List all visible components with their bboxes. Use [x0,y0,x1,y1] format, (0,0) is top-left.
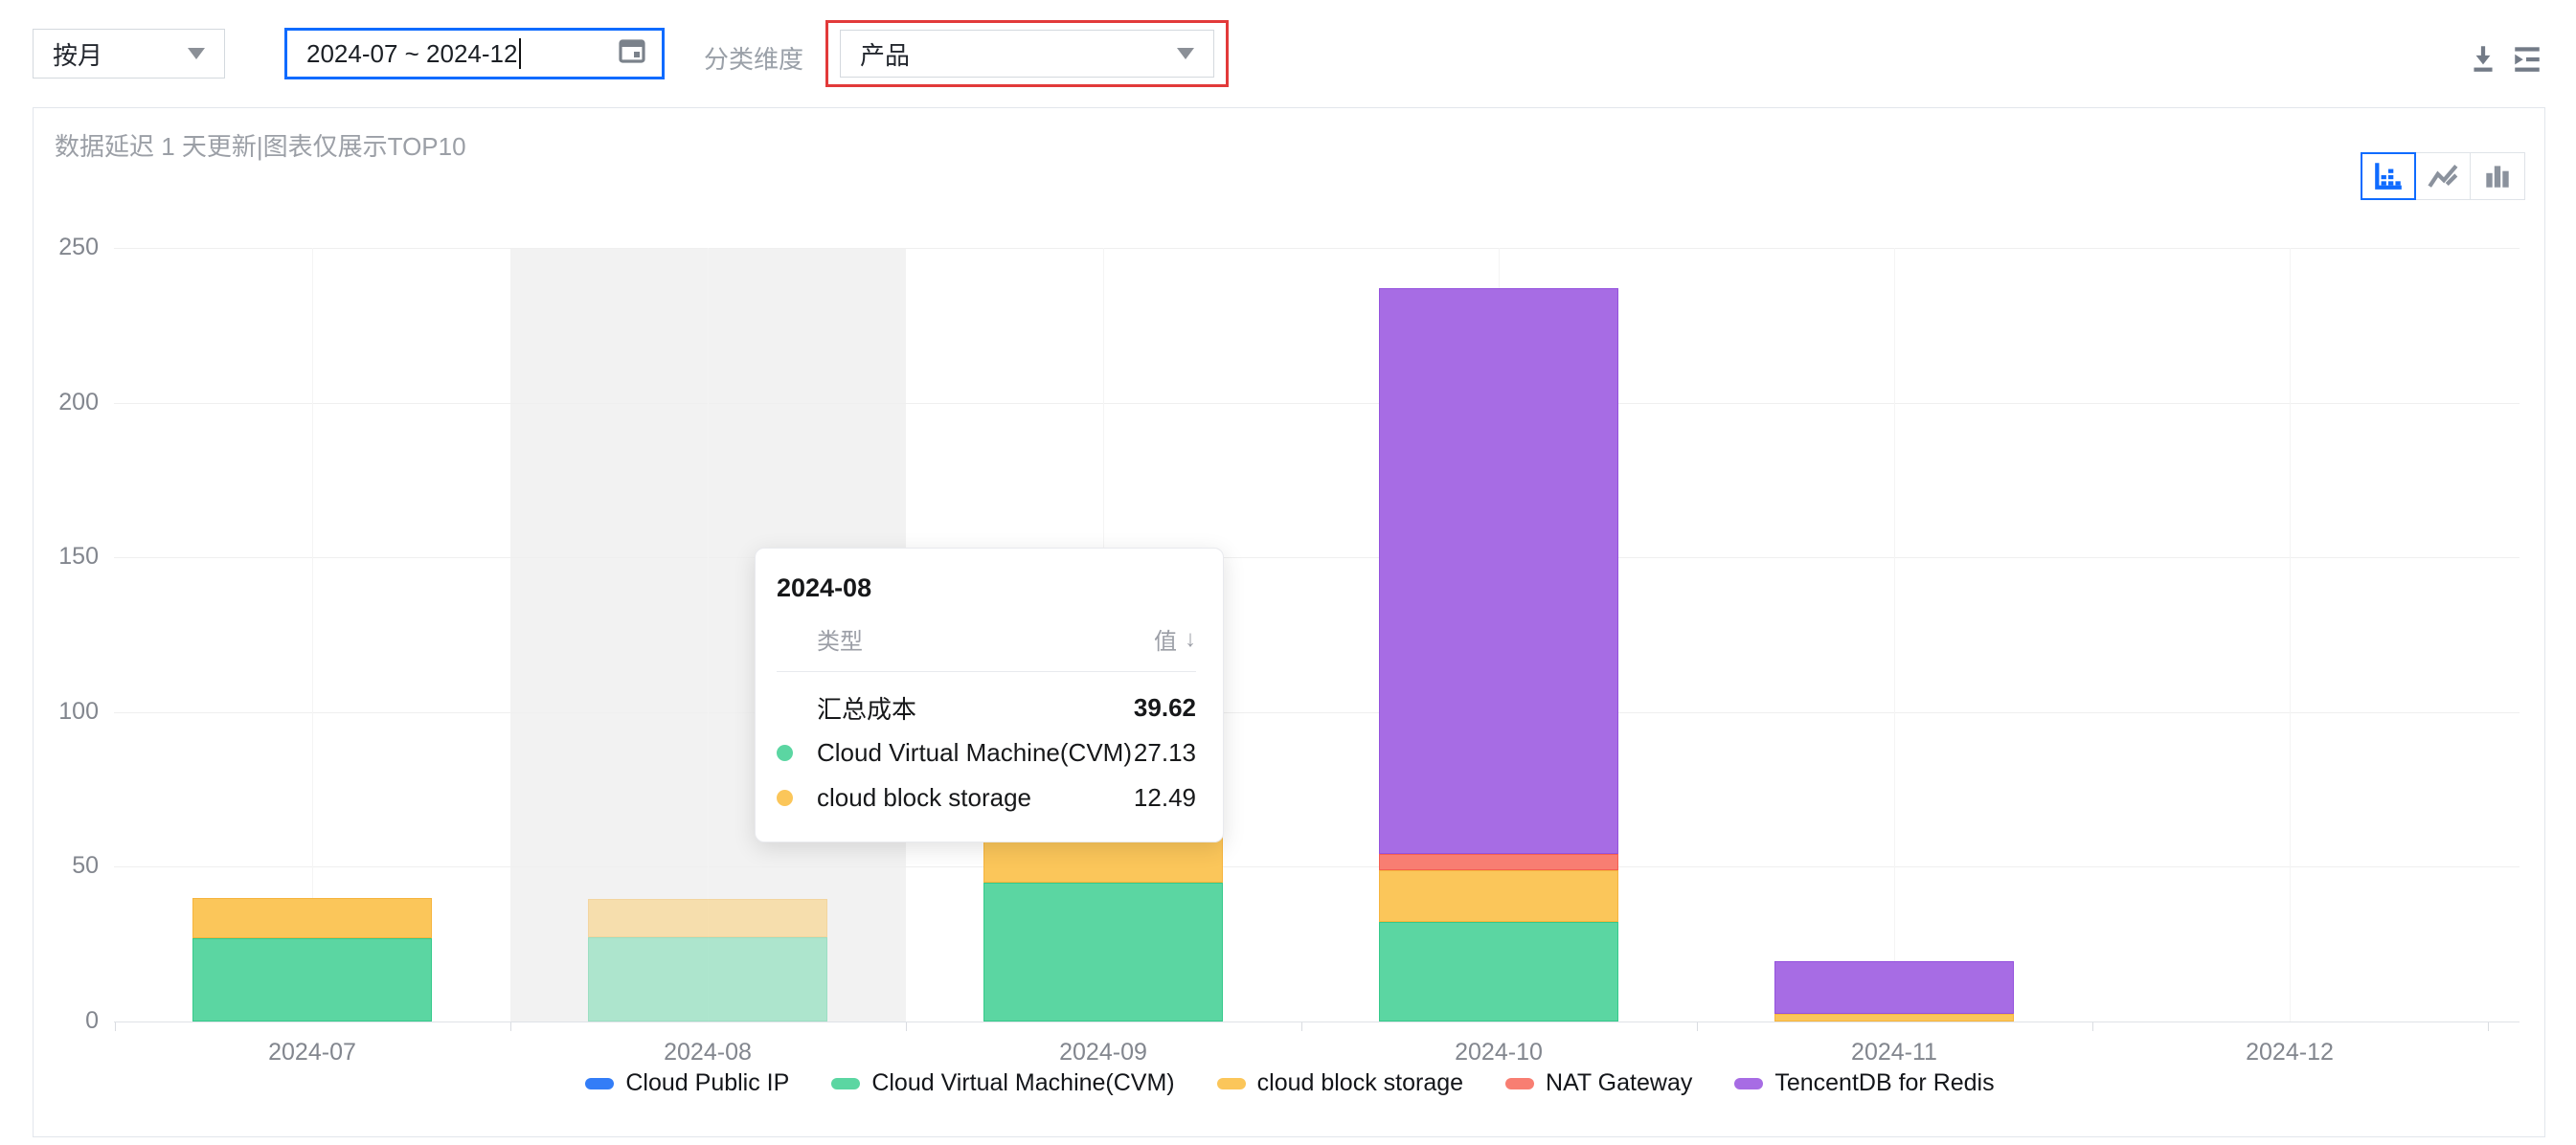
legend-swatch [1505,1077,1535,1089]
dimension-select[interactable]: 产品 [840,30,1214,78]
bar-segment[interactable] [1379,287,1618,854]
tooltip-row: 汇总成本 39.62 [777,685,1196,730]
y-gridline [114,711,2520,713]
dimension-select-value: 产品 [860,40,911,70]
legend-item[interactable]: Cloud Virtual Machine(CVM) [831,1069,1175,1097]
x-axis-label: 2024-09 [1059,1039,1147,1066]
plot-area: 0 50 100 150 200 250 2024-07 2024-08 2024-09 2024… [34,108,2546,1138]
tooltip-type-column-header: 类型 [817,629,863,655]
y-axis-label: 100 [58,697,99,725]
calendar-icon[interactable] [618,36,646,72]
tooltip-row-value: 39.62 [1133,693,1196,722]
y-gridline [114,557,2520,559]
granularity-select[interactable]: 按月 [33,29,225,79]
x-axis-tick [114,1022,116,1031]
legend-item[interactable]: Cloud Public IP [585,1069,789,1097]
chart-type-switch [2361,152,2525,200]
x-gridline [2290,248,2291,1022]
tooltip-row: cloud block storage 12.49 [777,775,1196,820]
chart-tooltip: 2024-08 类型 值 ↓ 汇总成本 39.62 Cloud Virtual Ma… [755,548,1224,842]
x-axis-label: 2024-10 [1455,1039,1543,1066]
x-axis-tick [509,1022,511,1031]
date-range-input[interactable]: 2024-07 ~ 2024-12 [284,28,665,79]
tooltip-row: Cloud Virtual Machine(CVM) 27.13 [777,730,1196,775]
tooltip-divider [777,671,1196,672]
legend-swatch [1734,1077,1764,1089]
chart-panel: 数据延迟 1 天更新|图表仅展示TOP10 [33,107,2545,1137]
legend-item[interactable]: cloud block storage [1216,1069,1464,1097]
tooltip-title: 2024-08 [777,573,872,602]
collapse-panel-icon[interactable] [2511,42,2543,75]
tooltip-row-label: cloud block storage [817,783,1032,812]
legend-swatch [831,1077,861,1089]
x-gridline [312,248,313,1022]
chevron-down-icon [1177,48,1194,59]
chart-legend: Cloud Public IP Cloud Virtual Machine(CVM… [34,1069,2546,1097]
x-axis-label: 2024-11 [1851,1039,1937,1066]
bar-segment[interactable] [1379,921,1618,1022]
bar-segment[interactable] [1379,869,1618,922]
bar-segment[interactable] [588,898,827,938]
bar-segment[interactable] [983,882,1223,1022]
x-axis-tick [1696,1022,1698,1031]
tooltip-row-value: 27.13 [1133,738,1196,767]
download-icon[interactable] [2467,42,2499,75]
tooltip-header: 类型 值 ↓ [777,622,1196,656]
legend-label: Cloud Public IP [625,1069,790,1096]
legend-swatch [1216,1077,1246,1089]
tooltip-row-label: 汇总成本 [817,695,917,724]
x-axis-label: 2024-07 [268,1039,356,1066]
x-axis-tick [2487,1022,2489,1031]
x-gridline [1894,248,1895,1022]
toolbar: 按月 2024-07 ~ 2024-12 分类维度 产品 [0,0,2576,107]
bar-segment[interactable] [588,937,827,1022]
date-range-value: 2024-07 ~ 2024-12 [306,38,518,68]
sort-descending-icon: ↓ [1185,625,1196,652]
legend-item[interactable]: NAT Gateway [1505,1069,1692,1097]
chevron-down-icon [188,48,205,59]
granularity-select-value: 按月 [53,40,103,70]
legend-label: Cloud Virtual Machine(CVM) [871,1069,1175,1096]
legend-swatch [585,1077,615,1089]
y-axis-label: 200 [58,388,99,415]
tooltip-row-label: Cloud Virtual Machine(CVM) [817,738,1132,767]
x-axis-label: 2024-12 [2246,1039,2334,1066]
tooltip-row-value: 12.49 [1133,783,1196,812]
bar-segment[interactable] [1774,960,2014,1014]
x-axis-tick [905,1022,907,1031]
dimension-label: 分类维度 [704,45,804,74]
bar-segment[interactable] [1774,1013,2014,1022]
x-axis-label: 2024-08 [664,1039,752,1066]
column-chart-button[interactable] [2470,152,2525,200]
x-gridline [708,248,709,1022]
y-gridline [114,866,2520,868]
legend-label: TencentDB for Redis [1774,1069,1995,1096]
y-axis-label: 0 [85,1007,99,1034]
y-axis-label: 150 [58,543,99,571]
annotation-highlight-box [825,20,1229,87]
y-gridline [114,248,2520,249]
bar-segment[interactable] [1379,853,1618,870]
bar-segment[interactable] [192,938,432,1022]
data-delay-note: 数据延迟 1 天更新|图表仅展示TOP10 [55,132,466,161]
stacked-bar-chart-button[interactable] [2361,152,2416,200]
series-color-dot [777,745,793,761]
y-gridline [114,402,2520,404]
x-axis-tick [2091,1022,2093,1031]
y-axis-label: 250 [58,234,99,260]
text-caret [519,38,522,69]
tooltip-value-column-header: 值 [1154,629,1177,655]
bar-segment[interactable] [192,898,432,939]
series-color-dot [777,790,793,806]
legend-label: NAT Gateway [1546,1069,1693,1096]
y-axis-label: 50 [72,852,99,880]
legend-item[interactable]: TencentDB for Redis [1734,1069,1995,1097]
x-axis-tick [1300,1022,1302,1031]
legend-label: cloud block storage [1256,1069,1464,1096]
